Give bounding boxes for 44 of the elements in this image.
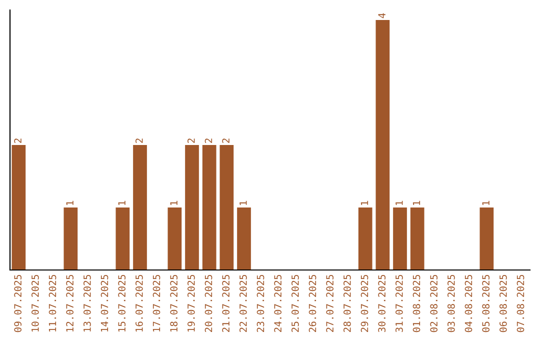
data-label: 1 (240, 200, 247, 205)
data-label: 1 (412, 200, 420, 205)
x-tick-label: 19.07.2025 (187, 274, 195, 332)
x-tick-label: 06.08.2025 (499, 274, 507, 332)
x-tick-label: 10.07.2025 (31, 274, 39, 332)
x-tick-label: 11.07.2025 (48, 274, 56, 332)
x-tick-label: 20.07.2025 (204, 274, 212, 332)
x-tick-label: 22.07.2025 (239, 274, 247, 332)
x-tick-label: 18.07.2025 (170, 274, 178, 332)
data-label: 4 (378, 13, 386, 18)
x-tick-label: 31.07.2025 (395, 274, 403, 332)
x-tick-label: 17.07.2025 (152, 274, 160, 332)
x-tick-label: 05.08.2025 (482, 274, 490, 332)
x-tick-label: 28.07.2025 (343, 274, 351, 332)
x-tick-label: 16.07.2025 (135, 274, 143, 332)
data-label: 1 (396, 200, 403, 205)
x-tick-label: 30.07.2025 (378, 274, 386, 332)
data-label: 1 (360, 200, 368, 205)
x-tick-label: 01.08.2025 (412, 274, 420, 332)
x-tick-label: 09.07.2025 (14, 274, 22, 332)
x-tick-label: 25.07.2025 (291, 274, 299, 332)
x-tick-label: 02.08.2025 (430, 274, 438, 332)
x-tick-label: 15.07.2025 (118, 274, 126, 332)
data-label: 1 (66, 200, 74, 205)
x-tick-label: 14.07.2025 (100, 274, 108, 332)
data-label: 2 (222, 138, 230, 143)
data-label: 2 (187, 138, 195, 143)
x-tick-label: 03.08.2025 (447, 274, 455, 332)
x-tick-label: 23.07.2025 (256, 274, 264, 332)
data-label: 1 (170, 200, 178, 205)
data-label: 1 (118, 200, 126, 205)
data-label: 1 (482, 200, 490, 205)
x-tick-label: 13.07.2025 (83, 274, 91, 332)
x-tick-label: 21.07.2025 (222, 274, 230, 332)
x-tick-label: 07.08.2025 (516, 274, 524, 332)
x-tick-label: 12.07.2025 (66, 274, 74, 332)
x-tick-label: 24.07.2025 (274, 274, 282, 332)
data-label: 2 (14, 138, 22, 143)
x-tick-label: 27.07.2025 (326, 274, 334, 332)
data-label: 2 (204, 138, 212, 143)
x-tick-label: 29.07.2025 (360, 274, 368, 332)
data-label: 2 (135, 138, 143, 143)
x-tick-label: 04.08.2025 (464, 274, 472, 332)
x-tick-label: 26.07.2025 (308, 274, 316, 332)
